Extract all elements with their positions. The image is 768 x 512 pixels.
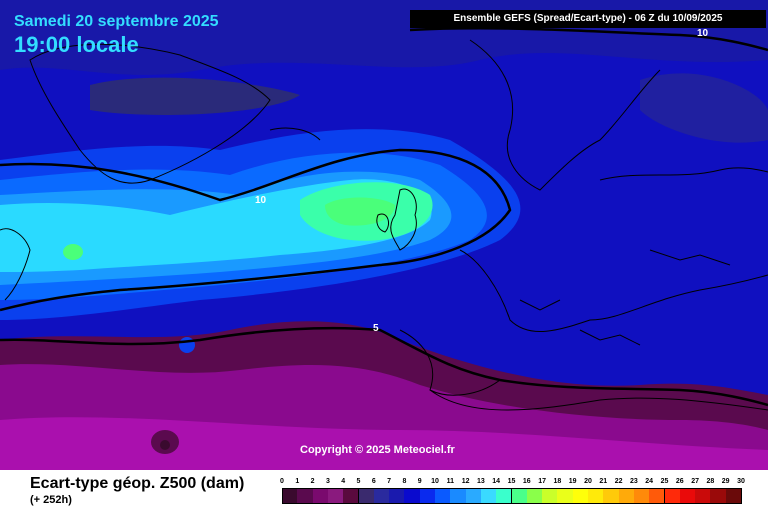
scale-tick: 1 (295, 478, 300, 485)
copyright: Copyright © 2025 Meteociel.fr (300, 444, 455, 456)
scale-tick: 15 (507, 478, 516, 485)
scale-tick: 22 (614, 478, 623, 485)
atlantic-core (325, 197, 395, 226)
scale-tick: 26 (675, 478, 684, 485)
contour-label-10-west: 10 (255, 195, 267, 206)
scale-tick: 27 (691, 478, 699, 485)
spread-map: 10 10 5 (0, 0, 768, 470)
scale-tick: 29 (721, 478, 730, 485)
scale-tick: 9 (417, 478, 422, 485)
scale-tick: 20 (584, 478, 592, 485)
scale-tick: 24 (645, 478, 654, 485)
map-canvas: 10 10 5 (0, 0, 768, 470)
scale-tick: 18 (553, 478, 562, 485)
scale-tick: 11 (446, 478, 454, 485)
contour-label-10-north: 10 (697, 28, 709, 39)
small-blue-spot (179, 337, 195, 353)
scale-tick: 28 (706, 478, 715, 485)
isolines (0, 27, 768, 407)
coastlines (0, 39, 768, 411)
color-scale: 0 1 2 3 4 5 6 7 8 9 10 11 12 13 14 15 16 17 18 19 20 21 22 23 24… (278, 478, 753, 508)
scale-tick: 0 (280, 478, 284, 485)
scale-tick: 19 (568, 478, 577, 485)
scale-tick: 12 (461, 478, 470, 485)
model-run-title: Ensemble GEFS (Spread/Ecart-type) - 06 Z… (410, 10, 766, 28)
scale-tick: 10 (431, 478, 439, 485)
scandinavia-band (640, 73, 768, 143)
scale-tick: 30 (737, 478, 745, 485)
lead-time: (+ 252h) (30, 494, 72, 506)
scale-tick: 8 (402, 478, 407, 485)
scale-tick: 13 (476, 478, 485, 485)
scale-tick: 7 (387, 478, 392, 485)
west-atlantic-core (63, 244, 83, 260)
south-spot-core (160, 440, 170, 450)
valid-date: Samedi 20 septembre 2025 (14, 13, 219, 30)
scale-tick: 21 (599, 478, 608, 485)
valid-hour: 19:00 locale (14, 32, 139, 57)
scale-tick: 5 (356, 478, 361, 485)
scale-tick: 16 (522, 478, 531, 485)
scale-frame (282, 488, 742, 504)
parameter-title: Ecart-type géop. Z500 (dam) (30, 475, 245, 492)
scale-tick: 25 (660, 478, 669, 485)
scale-tick: 23 (629, 478, 638, 485)
scale-tick: 14 (492, 478, 501, 485)
contour-label-5: 5 (373, 323, 379, 334)
greenland-low-spread (90, 77, 300, 115)
scale-tick: 4 (341, 478, 346, 485)
scale-tick: 17 (538, 478, 546, 485)
scale-tick: 3 (325, 478, 330, 485)
scale-tick: 2 (310, 478, 315, 485)
southern-band-magenta (0, 417, 768, 470)
scale-tick: 6 (371, 478, 376, 485)
